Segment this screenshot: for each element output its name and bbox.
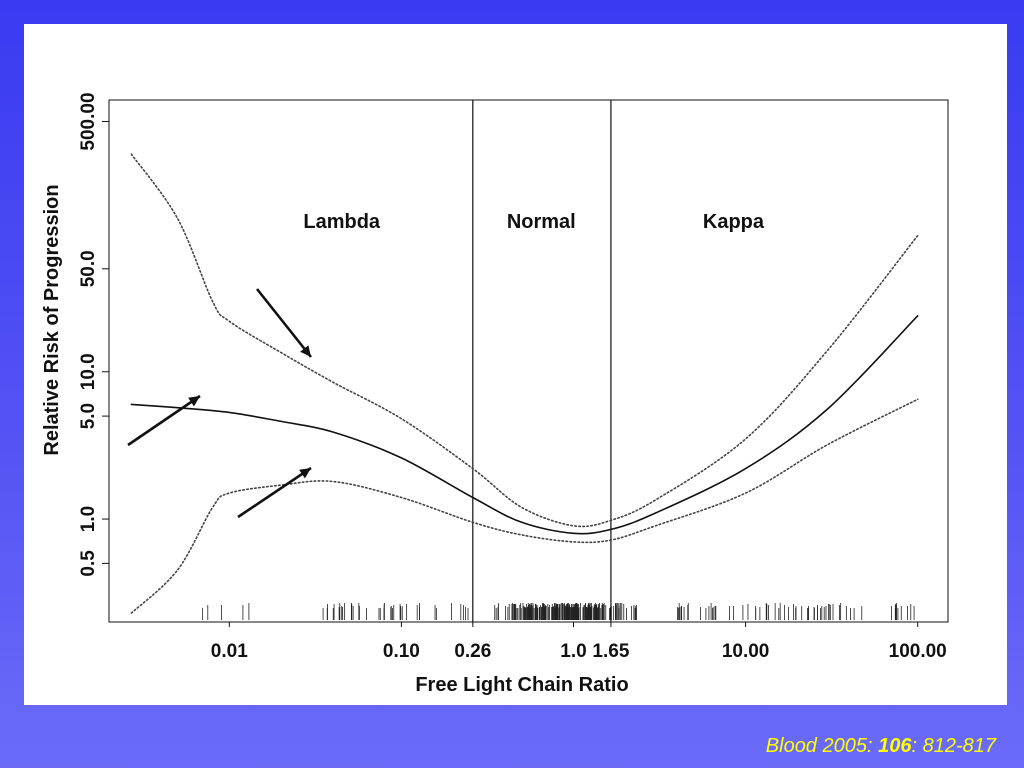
y-tick-label: 5.0	[78, 403, 99, 429]
annotation-arrow	[237, 466, 312, 519]
y-tick-label: 10.0	[78, 353, 99, 390]
plot-frame	[108, 99, 949, 623]
chart-panel: 0.5 1.0 5.0 10.0 50.0 500.00 0.01 0.10 0.26 1.0 1…	[24, 24, 1007, 705]
region-label: Kappa	[703, 211, 765, 233]
y-tick-label: 500.00	[78, 92, 99, 150]
citation-volume: 106	[878, 735, 912, 757]
citation-journal: Blood 2005:	[765, 735, 873, 757]
annotation-arrow	[255, 288, 313, 358]
upper-confidence-curve	[130, 153, 919, 528]
citation-pages: : 812-817	[911, 735, 996, 757]
region-label: Normal	[507, 211, 576, 233]
x-tick-label: 1.0	[560, 641, 586, 662]
y-tick-label: 50.0	[78, 250, 99, 287]
y-tick-label: 1.0	[78, 506, 99, 532]
region-label: Lambda	[303, 211, 381, 233]
risk-curve-chart: 0.5 1.0 5.0 10.0 50.0 500.00 0.01 0.10 0.26 1.0 1…	[41, 92, 949, 696]
x-tick-label: 0.01	[211, 641, 248, 662]
x-axis-label: Free Light Chain Ratio	[415, 674, 628, 696]
journal-citation: Blood 2005: 106: 812-817	[766, 735, 996, 758]
x-tick-label: 1.65	[592, 641, 629, 662]
x-tick-label: 100.00	[889, 641, 947, 662]
x-tick-label: 0.10	[383, 641, 420, 662]
x-tick-label: 10.00	[722, 641, 770, 662]
annotation-arrow	[127, 394, 201, 447]
annotation-arrowhead	[188, 396, 200, 407]
y-axis-label: Relative Risk of Progression	[41, 184, 63, 455]
lower-confidence-curve	[130, 398, 919, 614]
annotation-arrowhead	[299, 468, 311, 479]
annotation-arrowhead	[300, 345, 311, 357]
relative-risk-curve	[130, 315, 919, 535]
y-tick-label: 0.5	[78, 550, 99, 577]
x-tick-label: 0.26	[454, 641, 491, 662]
